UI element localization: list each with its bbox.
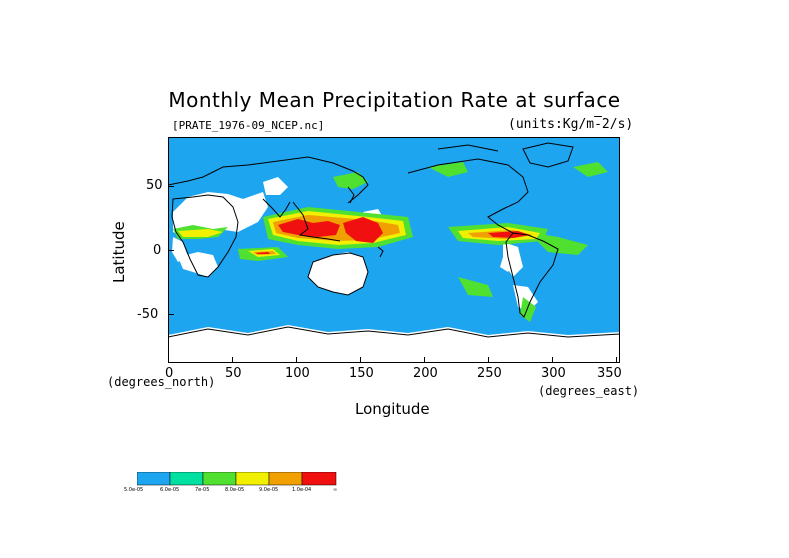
legend-label-7: ∞: [333, 487, 338, 493]
legend-label-3: 7e-05: [195, 487, 210, 493]
x-tick-150: 150: [349, 366, 374, 381]
x-tick-100: 100: [285, 366, 310, 381]
legend-swatch-3: [202, 472, 237, 486]
legend-label-5: 9.0e-05: [259, 487, 279, 493]
y-unit-label: (degrees_north): [107, 375, 216, 389]
x-tick-0: 0: [165, 366, 174, 381]
x-tick-200: 200: [413, 366, 438, 381]
x-tick-50: 50: [225, 366, 242, 381]
dry-areas: [168, 177, 620, 363]
x-tick-300: 300: [541, 366, 566, 381]
file-label: [PRATE_1976-09_NCEP.nc]: [172, 119, 325, 132]
x-tick-250: 250: [477, 366, 502, 381]
band-red: [255, 217, 530, 254]
legend-swatch-6: [301, 472, 337, 486]
legend-swatch-2: [169, 472, 204, 486]
y-axis-label: Latitude: [110, 221, 128, 283]
y-tick-50: 50: [146, 178, 163, 193]
units-label: (units:Kg/m-2/s): [508, 117, 634, 132]
legend-swatch-4: [235, 472, 270, 486]
legend-swatch-1: [137, 472, 171, 486]
map-title: Monthly Mean Precipitation Rate at surfa…: [168, 88, 621, 112]
legend-label-2: 6.0e-05: [160, 487, 180, 493]
x-axis-label: Longitude: [355, 400, 430, 418]
x-unit-label: (degrees_east): [538, 384, 640, 398]
precipitation-map: [168, 137, 620, 363]
legend-label-4: 8.0e-05: [225, 487, 245, 493]
y-tick-0: 0: [153, 243, 162, 258]
coastlines: [168, 142, 620, 338]
x-tick-350: 350: [597, 366, 622, 381]
y-tick-neg50: -50: [137, 307, 159, 322]
legend-label-1: 5.0e-05: [124, 487, 144, 493]
legend-label-6: 1.0e-04: [292, 487, 312, 493]
color-legend: [137, 472, 337, 486]
tick-marks: [168, 186, 617, 363]
legend-swatch-5: [268, 472, 303, 486]
